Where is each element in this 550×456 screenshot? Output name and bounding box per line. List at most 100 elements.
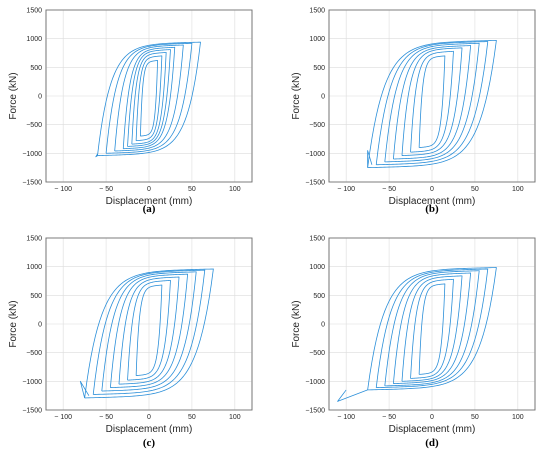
y-tick-label: −1000 [305,379,325,386]
hysteresis-loop [401,275,463,382]
y-tick-label: −1500 [22,408,42,415]
data-series [79,268,214,399]
chart-panel-2: − 100 − 50 0 50 100 −1500 −1000 −500 0 500 1000 150… [291,8,536,215]
hysteresis-loop [375,268,489,388]
hysteresis-loop [109,273,189,388]
hysteresis-loop [97,41,201,156]
hysteresis-loop [375,41,489,166]
y-tick-label: −1000 [22,151,42,158]
y-tick-label: 500 [313,293,325,300]
hysteresis-loop [127,49,171,147]
x-tick-label: 100 [229,414,241,421]
x-tick-label: 50 [188,186,196,193]
y-tick-label: −500 [26,350,42,357]
hysteresis-loop [127,280,171,381]
x-tick-label: − 100 [337,414,355,421]
chart-panel-4: − 100 − 50 0 50 100 −1500 −1000 −500 0 500 1000 150… [291,236,536,449]
plot-frame [328,237,536,411]
plot-frame [45,237,253,411]
data-series [337,267,497,402]
hysteresis-loop [418,283,446,375]
chart-panel-1: − 100 − 50 0 50 100 −1500 −1000 −500 0 500 1000 150… [8,8,253,215]
x-tick-label: 50 [471,186,479,193]
x-tick-label: − 50 [382,186,396,193]
x-tick-label: 50 [188,414,196,421]
hysteresis-loop [140,60,158,137]
y-tick-label: 500 [30,65,42,72]
y-tick-label: 1500 [26,236,42,243]
hysteresis-loop [122,46,176,150]
x-tick-label: − 50 [382,414,396,421]
x-tick-label: − 50 [99,414,113,421]
hysteresis-loop [131,52,167,145]
x-axis-label: Displacement (mm) [106,424,193,435]
x-axis-label: Displacement (mm) [389,424,476,435]
tail-segment [337,389,368,402]
hysteresis-loop [92,269,206,395]
data-series [95,41,201,158]
y-tick-label: −500 [26,122,42,129]
hysteresis-loop [101,271,197,392]
y-tick-label: −1000 [305,151,325,158]
y-axis-label: Force (kN) [8,300,19,347]
plot-frame [328,9,536,183]
panel-label: (c) [143,437,156,449]
tail-segment [79,380,90,399]
hysteresis-loop [118,276,180,385]
hysteresis-loop [135,284,163,376]
y-tick-label: 0 [38,322,42,329]
hysteresis-loop [392,272,472,384]
y-tick-label: 1000 [309,264,325,271]
x-tick-label: 100 [512,414,524,421]
tail-segment [367,150,373,168]
data-series [367,39,497,169]
y-tick-label: −1500 [22,180,42,187]
y-tick-label: 1500 [26,8,42,15]
hysteresis-loop [367,39,497,169]
y-axis-label: Force (kN) [291,300,302,347]
hysteresis-loop [135,55,163,142]
x-tick-label: − 100 [54,414,72,421]
hysteresis-loop [367,267,497,391]
y-tick-label: 500 [30,293,42,300]
y-tick-label: −500 [309,350,325,357]
chart-panel-3: − 100 − 50 0 50 100 −1500 −1000 −500 0 500 1000 150… [8,236,253,449]
hysteresis-loop [384,42,480,163]
x-tick-label: 50 [471,414,479,421]
x-tick-label: 100 [229,186,241,193]
x-tick-label: − 100 [337,186,355,193]
x-tick-label: 0 [430,186,434,193]
y-axis-label: Force (kN) [8,72,19,119]
x-axis-label: Displacement (mm) [106,196,193,207]
hysteresis-loop [410,50,454,153]
hysteresis-loop [84,268,214,399]
tail-segment [95,153,98,158]
hysteresis-loop [114,44,184,152]
y-tick-label: 0 [321,94,325,101]
panel-label: (a) [143,203,156,215]
y-tick-label: 1000 [309,36,325,43]
y-tick-label: 0 [321,322,325,329]
y-tick-label: 1500 [309,8,325,15]
x-tick-label: 0 [147,414,151,421]
x-tick-label: − 100 [54,186,72,193]
panel-label: (d) [425,437,439,449]
hysteresis-loop [384,270,480,387]
hysteresis-loop [392,45,472,160]
hysteresis-loop [418,55,446,148]
x-tick-label: 0 [430,414,434,421]
hysteresis-loop [401,47,463,156]
y-tick-label: −500 [309,122,325,129]
hysteresis-loop [410,278,454,379]
y-tick-label: −1500 [305,408,325,415]
y-tick-label: 0 [38,94,42,101]
x-axis-label: Displacement (mm) [389,196,476,207]
y-tick-label: 1000 [26,264,42,271]
x-tick-label: 0 [147,186,151,193]
y-axis-label: Force (kN) [291,72,302,119]
y-tick-label: 500 [313,65,325,72]
x-tick-label: − 50 [99,186,113,193]
y-tick-label: −1000 [22,379,42,386]
y-tick-label: 1500 [309,236,325,243]
